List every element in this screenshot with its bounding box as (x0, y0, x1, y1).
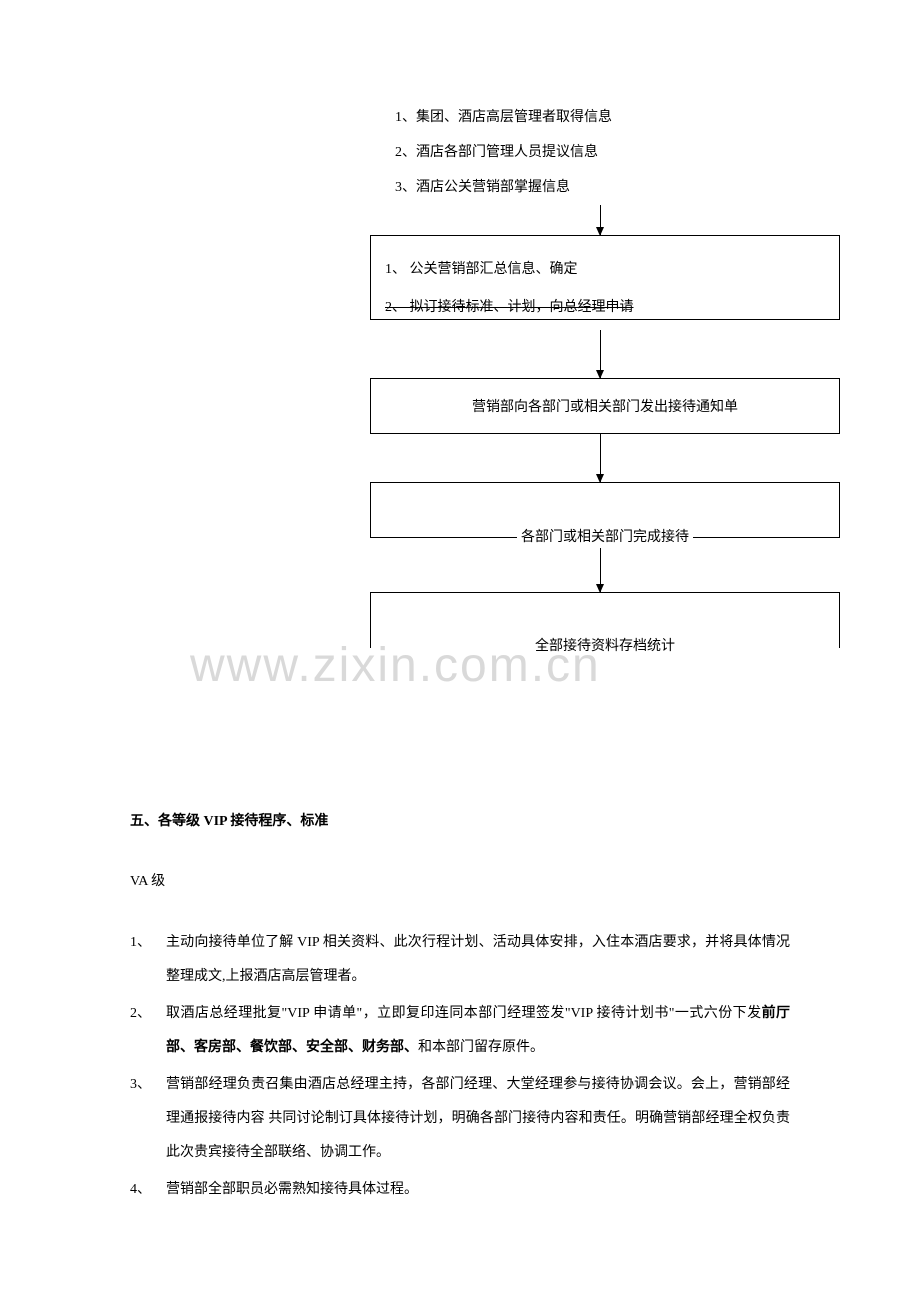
flow-box-2: 营销部向各部门或相关部门发出接待通知单 (370, 378, 840, 434)
level-label: VA 级 (130, 870, 790, 890)
item-text-a: 取酒店总经理批复"VIP 申请单"，立即复印连同本部门经理签发"VIP 接待计划… (166, 1006, 762, 1021)
info-line-2: 2、酒店各部门管理人员提议信息 (395, 135, 840, 170)
section-heading: 五、各等级 VIP 接待程序、标准 (130, 810, 790, 830)
arrow-4 (600, 548, 601, 592)
flow-box-1: 1、 公关营销部汇总信息、确定 2、 拟订接待标准、计划，向总经理申请 (370, 235, 840, 320)
arrow-3 (600, 434, 601, 482)
item-marker: 3、 (130, 1068, 151, 1102)
info-sources: 1、集团、酒店高层管理者取得信息 2、酒店各部门管理人员提议信息 3、酒店公关营… (370, 100, 840, 205)
box1-row1: 1、 公关营销部汇总信息、确定 (385, 250, 839, 289)
item-text: 营销部经理负责召集由酒店总经理主持，各部门经理、大堂经理参与接待协调会议。会上，… (166, 1077, 790, 1159)
info-line-1: 1、集团、酒店高层管理者取得信息 (395, 100, 840, 135)
arrow-2 (600, 330, 601, 378)
box1-row2: 2、 拟订接待标准、计划，向总经理申请 (385, 288, 634, 327)
flowchart-container: 1、集团、酒店高层管理者取得信息 2、酒店各部门管理人员提议信息 3、酒店公关营… (370, 100, 840, 648)
list-item: 3、 营销部经理负责召集由酒店总经理主持，各部门经理、大堂经理参与接待协调会议。… (130, 1068, 790, 1169)
item-marker: 2、 (130, 997, 151, 1031)
list-item: 4、 营销部全部职员必需熟知接待具体过程。 (130, 1173, 790, 1207)
box3-text: 各部门或相关部门完成接待 (517, 526, 693, 546)
list-item: 2、 取酒店总经理批复"VIP 申请单"，立即复印连同本部门经理签发"VIP 接… (130, 997, 790, 1064)
flow-box-4: 全部接待资料存档统计 (370, 592, 840, 648)
text-content: 五、各等级 VIP 接待程序、标准 VA 级 1、 主动向接待单位了解 VIP … (130, 810, 790, 1211)
flow-box-3: 各部门或相关部门完成接待 (370, 482, 840, 538)
info-line-3: 3、酒店公关营销部掌握信息 (395, 170, 840, 205)
procedure-list: 1、 主动向接待单位了解 VIP 相关资料、此次行程计划、活动具体安排，入住本酒… (130, 926, 790, 1207)
item-marker: 4、 (130, 1173, 151, 1207)
box4-text: 全部接待资料存档统计 (535, 635, 675, 655)
list-item: 1、 主动向接待单位了解 VIP 相关资料、此次行程计划、活动具体安排，入住本酒… (130, 926, 790, 993)
item-marker: 1、 (130, 926, 151, 960)
arrow-1 (600, 205, 601, 235)
box2-text: 营销部向各部门或相关部门发出接待通知单 (472, 396, 738, 416)
item-text-b: 和本部门留存原件。 (418, 1040, 544, 1055)
item-text: 营销部全部职员必需熟知接待具体过程。 (166, 1182, 418, 1197)
item-text: 主动向接待单位了解 VIP 相关资料、此次行程计划、活动具体安排，入住本酒店要求… (166, 935, 790, 984)
